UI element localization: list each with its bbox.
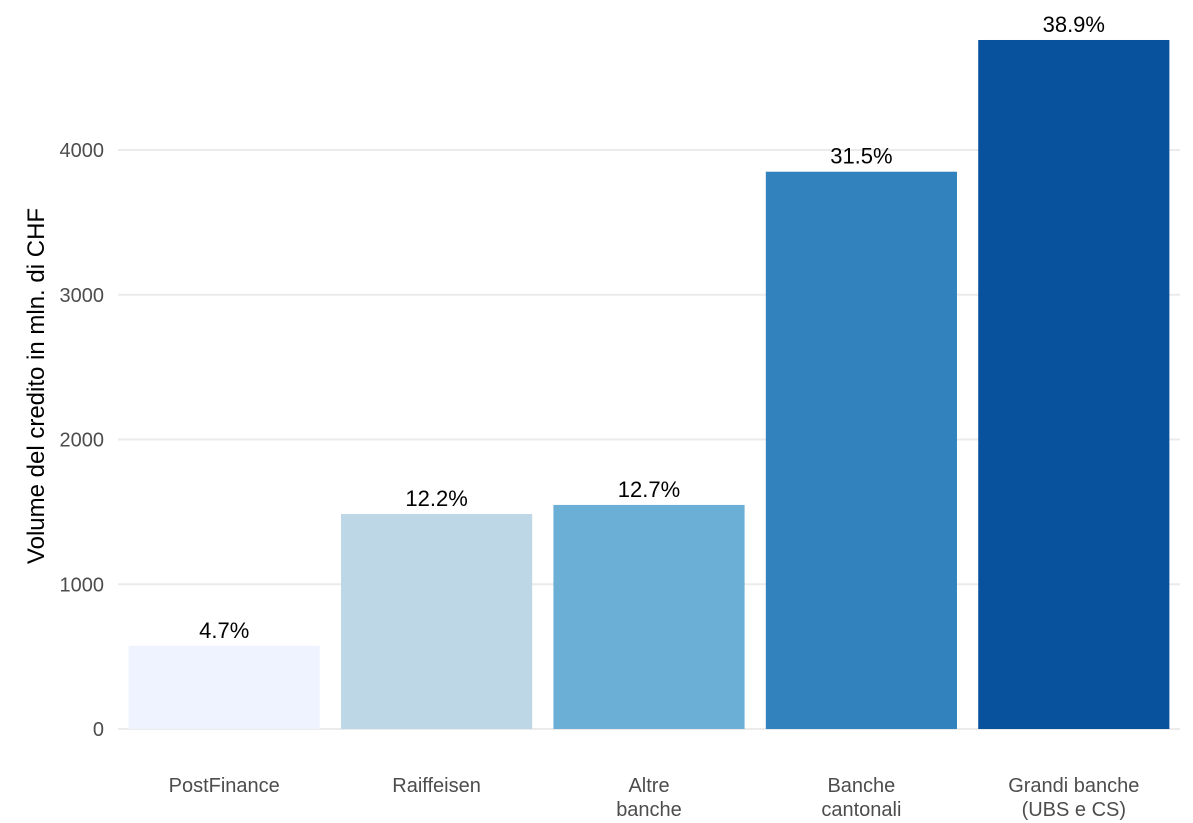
x-tick-label: Banche <box>827 775 895 797</box>
bars <box>128 39 1170 730</box>
x-tick-label: PostFinance <box>169 775 280 797</box>
y-tick-label: 4000 <box>60 140 105 162</box>
x-tick-label: banche <box>616 799 682 821</box>
bar <box>978 39 1170 730</box>
data-label: 4.7% <box>199 618 249 643</box>
x-tick-label: (UBS e CS) <box>1022 799 1126 821</box>
y-axis-ticks: 0 1000 2000 3000 4000 <box>60 140 105 741</box>
x-tick-label: Grandi banche <box>1008 775 1139 797</box>
data-labels: 4.7% 12.2% 12.7% 31.5% 38.9% <box>199 12 1105 643</box>
data-label: 12.7% <box>618 477 680 502</box>
bar <box>553 504 745 729</box>
y-tick-label: 3000 <box>60 285 105 307</box>
bar <box>341 514 533 729</box>
y-tick-label: 1000 <box>60 574 105 596</box>
y-tick-label: 2000 <box>60 430 105 452</box>
x-tick-label: cantonali <box>821 799 901 821</box>
x-tick-label: Altre <box>628 775 669 797</box>
y-tick-label: 0 <box>93 719 104 741</box>
y-axis-title: Volume del credito in mln. di CHF <box>23 208 50 564</box>
data-label: 31.5% <box>830 144 892 169</box>
x-tick-label: Raiffeisen <box>392 775 481 797</box>
data-label: 38.9% <box>1043 12 1105 37</box>
data-label: 12.2% <box>405 486 467 511</box>
bar <box>765 171 957 729</box>
bar <box>128 645 320 729</box>
